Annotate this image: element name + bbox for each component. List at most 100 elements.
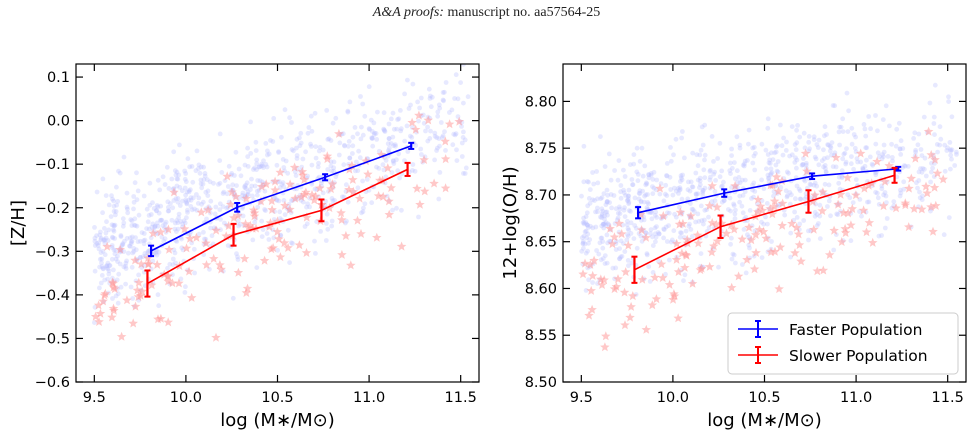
scatter-point-faster	[822, 133, 827, 139]
scatter-point-faster	[803, 191, 809, 197]
scatter-point-faster	[92, 243, 98, 248]
scatter-point-faster	[840, 116, 846, 122]
scatter-point-slower	[687, 278, 698, 288]
scatter-point-faster	[181, 218, 187, 224]
scatter-point-faster	[250, 193, 255, 199]
scatter-point-faster	[259, 161, 265, 167]
scatter-point-faster	[581, 143, 587, 149]
scatter-point-faster	[98, 229, 103, 235]
scatter-point-faster	[830, 164, 836, 170]
scatter-point-faster	[911, 136, 916, 141]
scatter-point-faster	[642, 163, 648, 169]
scatter-point-faster	[416, 214, 421, 220]
scatter-point-faster	[778, 185, 784, 190]
scatter-point-faster	[346, 143, 351, 149]
scatter-point-faster	[233, 149, 239, 155]
scatter-point-faster	[647, 210, 653, 216]
scatter-point-faster	[122, 238, 127, 244]
scatter-point-slower	[181, 243, 192, 253]
scatter-point-faster	[598, 235, 604, 241]
scatter-point-slower	[755, 201, 766, 211]
scatter-point-slower	[94, 316, 104, 326]
scatter-point-faster	[154, 208, 159, 214]
scatter-point-faster	[599, 223, 605, 229]
scatter-point-faster	[825, 204, 830, 209]
scatter-point-slower	[859, 183, 870, 193]
scatter-point-slower	[766, 247, 776, 257]
scatter-point-faster	[276, 149, 281, 155]
scatter-point-faster	[254, 265, 260, 270]
scatter-point-slower	[800, 148, 811, 158]
scatter-point-slower	[658, 272, 668, 282]
scatter-point-faster	[260, 227, 266, 233]
scatter-point-faster	[690, 234, 695, 239]
scatter-point-faster	[171, 149, 177, 155]
scatter-point-faster	[797, 188, 803, 194]
scatter-point-slower	[891, 203, 901, 213]
scatter-point-faster	[905, 164, 911, 169]
scatter-point-slower	[346, 260, 356, 270]
scatter-point-faster	[634, 145, 640, 151]
scatter-point-faster	[123, 263, 128, 269]
scatter-point-faster	[812, 213, 818, 219]
scatter-point-faster	[875, 128, 880, 134]
scatter-point-faster	[583, 228, 589, 234]
scatter-point-faster	[172, 226, 178, 232]
scatter-point-faster	[645, 200, 650, 205]
scatter-point-faster	[728, 241, 733, 247]
scatter-point-slower	[423, 115, 433, 125]
scatter-point-slower	[326, 184, 336, 194]
scatter-point-faster	[123, 266, 129, 271]
scatter-point-slower	[686, 211, 696, 221]
scatter-point-faster	[312, 186, 318, 192]
scatter-point-faster	[765, 221, 770, 227]
scatter-point-faster	[254, 161, 260, 167]
scatter-point-faster	[806, 228, 811, 234]
scatter-point-faster	[634, 245, 640, 251]
scatter-point-slower	[678, 218, 688, 228]
scatter-point-faster	[452, 96, 457, 101]
scatter-point-faster	[197, 170, 203, 176]
scatter-point-slower	[818, 265, 829, 275]
scatter-point-faster	[678, 173, 684, 179]
scatter-point-faster	[808, 182, 814, 188]
scatter-point-faster	[923, 173, 929, 179]
scatter-point-slower	[102, 241, 112, 251]
scatter-point-faster	[595, 196, 600, 202]
scatter-point-faster	[104, 265, 109, 270]
scatter-point-faster	[163, 219, 169, 225]
scatter-point-slower	[609, 232, 620, 242]
scatter-point-faster	[942, 142, 948, 148]
scatter-point-faster	[127, 243, 132, 249]
scatter-point-faster	[727, 168, 733, 174]
scatter-point-faster	[929, 169, 934, 175]
scatter-point-faster	[626, 199, 632, 205]
scatter-point-faster	[245, 189, 251, 195]
scatter-point-faster	[254, 167, 259, 173]
scatter-point-faster	[183, 171, 189, 176]
scatter-point-faster	[265, 152, 270, 158]
scatter-point-faster	[765, 125, 771, 131]
scatter-point-faster	[689, 206, 695, 212]
scatter-point-faster	[381, 126, 386, 132]
scatter-point-faster	[697, 185, 702, 191]
scatter-point-faster	[217, 207, 223, 213]
scatter-point-faster	[868, 126, 873, 132]
scatter-point-faster	[598, 196, 604, 202]
scatter-point-slower	[777, 176, 787, 185]
scatter-point-faster	[954, 149, 959, 155]
scatter-point-faster	[313, 144, 319, 150]
scatter-point-faster	[135, 239, 141, 245]
scatter-point-faster	[812, 209, 818, 215]
scatter-point-faster	[196, 162, 202, 168]
scatter-point-slower	[163, 271, 173, 281]
scatter-point-faster	[350, 143, 356, 149]
scatter-point-faster	[690, 150, 696, 156]
scatter-point-faster	[463, 165, 469, 171]
scatter-point-slower	[245, 220, 255, 230]
scatter-point-slower	[223, 221, 234, 230]
scatter-point-faster	[312, 238, 317, 244]
scatter-point-faster	[358, 94, 363, 99]
scatter-point-faster	[402, 138, 408, 144]
scatter-point-faster	[110, 296, 115, 301]
